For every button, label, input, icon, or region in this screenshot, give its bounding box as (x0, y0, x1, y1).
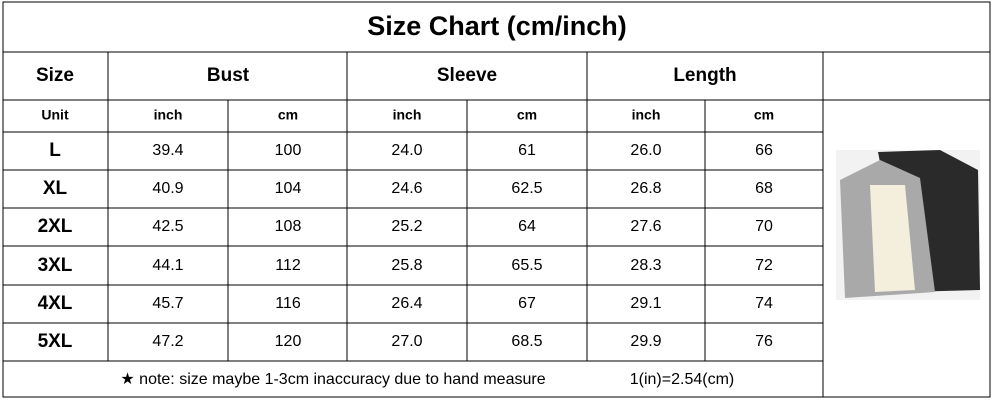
measurement: 25.8 (391, 257, 422, 274)
size-label: 2XL (38, 216, 73, 237)
measurement: 74 (755, 295, 773, 312)
size-label: 4XL (38, 293, 73, 314)
column-header: Length (673, 65, 736, 86)
unit-label: cm (278, 107, 298, 123)
measurement: 40.9 (152, 180, 183, 197)
note: ★ note: size maybe 1-3cm inaccuracy due … (120, 371, 545, 388)
measurement: 29.9 (630, 333, 661, 350)
measurement: 108 (275, 218, 302, 235)
unit-label: Unit (41, 107, 69, 123)
size-label: XL (43, 178, 68, 199)
title: Size Chart (cm/inch) (367, 11, 627, 41)
unit-label: inch (632, 107, 661, 123)
column-header: Sleeve (437, 65, 497, 86)
measurement: 68.5 (511, 333, 542, 350)
measurement: 104 (275, 180, 302, 197)
measurement: 116 (275, 295, 301, 312)
size-label: L (49, 140, 61, 161)
unit-label: inch (154, 107, 183, 123)
size-label: 5XL (38, 331, 73, 352)
measurement: 120 (275, 333, 302, 350)
measurement: 39.4 (152, 142, 183, 159)
measurement: 28.3 (630, 257, 661, 274)
measurement: 26.8 (630, 180, 661, 197)
measurement: 25.2 (391, 218, 422, 235)
measurement: 24.6 (391, 180, 422, 197)
measurement: 76 (755, 333, 773, 350)
measurement: 68 (755, 180, 773, 197)
measurement: 61 (518, 142, 536, 159)
conversion-note: 1(in)=2.54(cm) (630, 371, 734, 388)
unit-label: cm (754, 107, 774, 123)
fleece-lining (870, 185, 915, 292)
column-header: Bust (207, 65, 250, 86)
measurement: 62.5 (511, 180, 542, 197)
measurement: 26.4 (391, 295, 422, 312)
measurement: 24.0 (391, 142, 422, 159)
unit-label: cm (517, 107, 537, 123)
measurement: 66 (755, 142, 773, 159)
measurement: 29.1 (630, 295, 661, 312)
measurement: 44.1 (152, 257, 183, 274)
measurement: 26.0 (630, 142, 661, 159)
product-photo (836, 150, 980, 300)
column-header: Size (36, 65, 74, 86)
measurement: 72 (755, 257, 773, 274)
measurement: 100 (275, 142, 302, 159)
measurement: 112 (275, 257, 301, 274)
measurement: 70 (755, 218, 773, 235)
measurement: 67 (518, 295, 536, 312)
unit-label: inch (393, 107, 422, 123)
measurement: 47.2 (152, 333, 183, 350)
measurement: 42.5 (152, 218, 183, 235)
measurement: 45.7 (152, 295, 183, 312)
measurement: 65.5 (511, 257, 542, 274)
measurement: 27.6 (630, 218, 661, 235)
measurement: 64 (518, 218, 536, 235)
size-label: 3XL (38, 255, 73, 276)
measurement: 27.0 (391, 333, 422, 350)
